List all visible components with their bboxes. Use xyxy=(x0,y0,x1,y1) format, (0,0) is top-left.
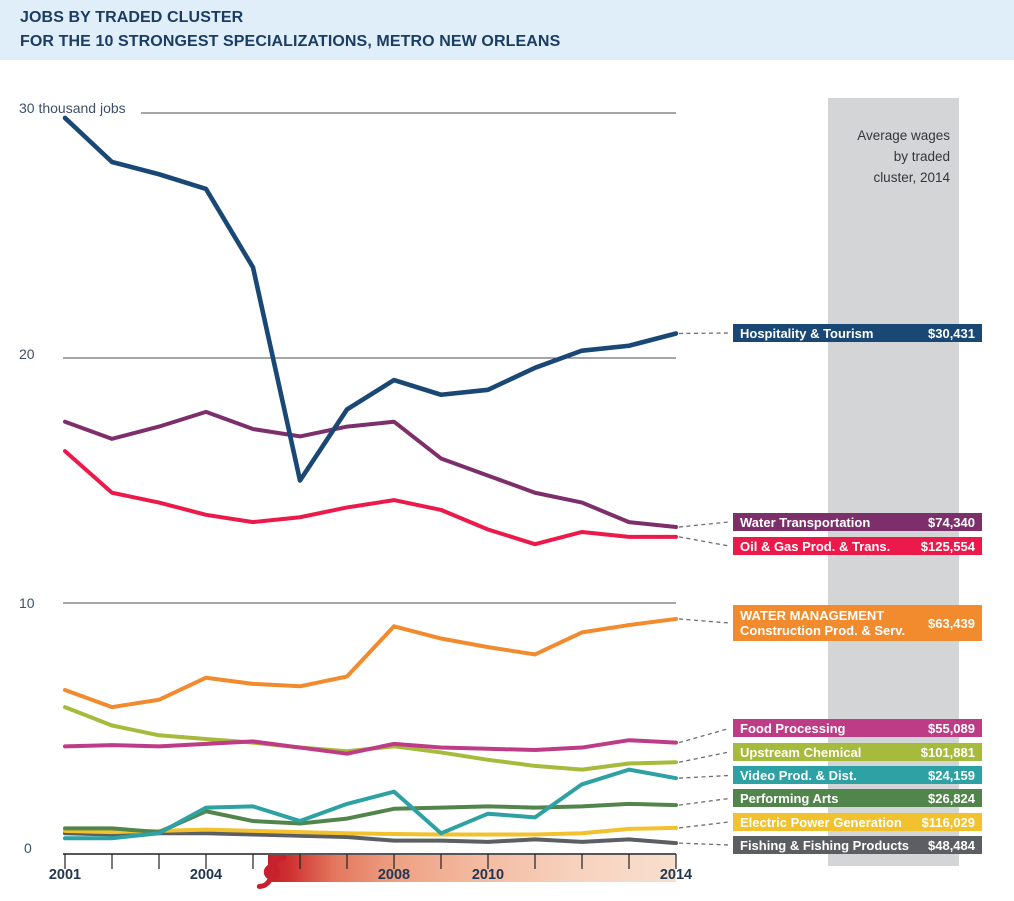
y-axis-label-20: 20 xyxy=(19,346,35,362)
cluster-name: Water Transportation xyxy=(740,514,871,530)
average-wage-band xyxy=(828,98,959,866)
cluster-label-food-processing: Food Processing $55,089 xyxy=(733,719,982,737)
cluster-label-fishing-products: Fishing & Fishing Products $48,484 xyxy=(733,836,982,854)
cluster-name: Fishing & Fishing Products xyxy=(740,837,909,853)
label-connector-electric-power-generation xyxy=(678,821,730,829)
label-connector-construction-prod-serv xyxy=(678,618,730,624)
label-connector-video-prod-dist xyxy=(678,774,730,779)
cluster-wage: $74,340 xyxy=(928,514,975,530)
cluster-name: Video Prod. & Dist. xyxy=(740,767,857,783)
label-connector-performing-arts xyxy=(678,797,730,806)
x-axis-label-2008: 2008 xyxy=(377,867,411,883)
cluster-wage: $55,089 xyxy=(928,720,975,736)
label-connector-water-transportation xyxy=(678,521,730,528)
series-line-food-processing xyxy=(63,738,678,756)
cluster-wage: $125,554 xyxy=(920,538,975,554)
cluster-name: Hospitality & Tourism xyxy=(740,325,874,341)
label-connector-oil-gas-prod-trans xyxy=(678,536,730,547)
series-line-construction-prod-serv xyxy=(63,616,678,710)
cluster-wage: $116,029 xyxy=(921,814,975,830)
cluster-label-video-prod-dist: Video Prod. & Dist. $24,159 xyxy=(733,766,982,784)
series-line-performing-arts xyxy=(63,801,678,835)
series-line-hospitality-tourism xyxy=(62,115,679,483)
wage-panel-heading: Average wages by traded cluster, 2014 xyxy=(730,126,950,189)
x-axis-label-2004: 2004 xyxy=(189,867,223,883)
header-band: JOBS BY TRADED CLUSTER FOR THE 10 STRONG… xyxy=(0,0,1014,60)
cluster-name: Performing Arts xyxy=(740,790,839,806)
x-axis-label-2010: 2010 xyxy=(471,867,505,883)
y-axis-label-30-thousand-jobs: 30 thousand jobs xyxy=(19,100,126,116)
cluster-label-oil-gas: Oil & Gas Prod. & Trans. $125,554 xyxy=(733,537,982,555)
wage-panel-heading-line2: by traded xyxy=(893,148,950,164)
cluster-name: Upstream Chemical xyxy=(740,744,862,760)
cluster-name-line1: WATER MANAGEMENT xyxy=(740,608,885,623)
chart-title-line2: FOR THE 10 STRONGEST SPECIALIZATIONS, ME… xyxy=(20,33,561,50)
cluster-wage: $48,484 xyxy=(928,837,975,853)
x-axis-label-2001: 2001 xyxy=(48,867,82,883)
cluster-wage: $26,824 xyxy=(928,790,975,806)
cluster-name: Food Processing xyxy=(740,720,846,736)
x-axis-ticks xyxy=(64,854,677,869)
cluster-wage: $30,431 xyxy=(928,325,975,341)
cluster-label-upstream-chemical: Upstream Chemical $101,881 xyxy=(733,743,982,761)
cluster-label-hospitality-tourism: Hospitality & Tourism $30,431 xyxy=(733,324,982,342)
cluster-label-performing-arts: Performing Arts $26,824 xyxy=(733,789,982,807)
label-connector-food-processing xyxy=(678,727,730,744)
wage-panel-heading-line3: cluster, 2014 xyxy=(873,169,950,185)
series-line-video-prod-dist xyxy=(63,767,678,841)
series-line-fishing-fishing-products xyxy=(63,831,678,846)
cluster-wage: $63,439 xyxy=(928,615,975,631)
series-line-upstream-chemical xyxy=(63,705,678,772)
cluster-label-water-transportation: Water Transportation $74,340 xyxy=(733,513,982,531)
cluster-wage: $24,159 xyxy=(928,767,975,783)
label-connector-fishing-fishing-products xyxy=(678,842,730,846)
katrina-period-band xyxy=(268,855,676,882)
label-connector-hospitality-tourism xyxy=(678,332,730,335)
wage-panel-heading-line1: Average wages xyxy=(857,128,950,143)
cluster-label-water-management-construction: WATER MANAGEMENT Construction Prod. & Se… xyxy=(733,605,982,641)
series-line-water-transportation xyxy=(63,409,678,530)
hurricane-icon xyxy=(256,854,287,890)
cluster-label-electric-power-generation: Electric Power Generation $116,029 xyxy=(733,813,982,831)
y-axis-label-10: 10 xyxy=(19,595,35,611)
cluster-name: Oil & Gas Prod. & Trans. xyxy=(740,538,891,554)
y-axis-label-0: 0 xyxy=(24,840,32,856)
series-line-oil-gas-prod-trans xyxy=(63,449,678,547)
cluster-wage: $101,881 xyxy=(920,744,975,760)
x-axis-label-2014: 2014 xyxy=(659,867,693,883)
chart-title-line1: JOBS BY TRADED CLUSTER xyxy=(20,9,244,26)
cluster-name: Electric Power Generation xyxy=(740,814,902,830)
cluster-name-line2: Construction Prod. & Serv. xyxy=(740,623,906,638)
label-connector-upstream-chemical xyxy=(678,751,730,763)
